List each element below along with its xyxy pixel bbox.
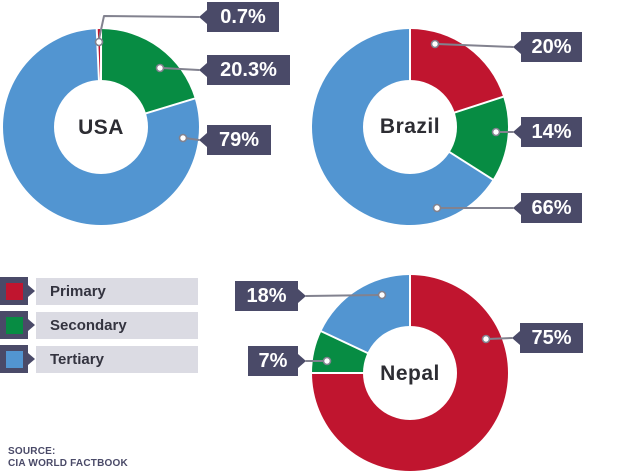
callout-usa-tertiary: 79% (199, 125, 271, 155)
callout-pointer-icon (512, 331, 520, 345)
legend-item-secondary: Secondary (0, 311, 198, 339)
legend-item-tertiary: Tertiary (0, 345, 198, 373)
legend: Primary Secondary Tertiary (0, 277, 198, 379)
callout-nepal-secondary: 7% (248, 346, 306, 376)
source-credit: SOURCE: CIA WORLD FACTBOOK (8, 446, 128, 470)
callout-pointer-icon (513, 201, 521, 215)
callout-pointer-icon (199, 10, 207, 24)
source-label: SOURCE: (8, 446, 56, 457)
green-square-icon (5, 316, 23, 334)
callout-value: 20% (531, 36, 572, 58)
source-name: CIA WORLD FACTBOOK (8, 458, 128, 469)
blue-square-icon (5, 350, 23, 368)
callout-nepal-primary: 75% (512, 323, 583, 353)
callout-pointer-icon (199, 63, 207, 77)
callout-value: 66% (531, 197, 572, 219)
callout-pointer-icon (513, 40, 521, 54)
legend-item-primary: Primary (0, 277, 198, 305)
callout-brazil-tertiary: 66% (513, 193, 582, 223)
callout-usa-secondary: 20.3% (199, 55, 290, 85)
callout-value: 0.7% (220, 6, 266, 28)
legend-swatch-frame (0, 345, 35, 373)
callout-value: 7% (258, 350, 288, 372)
red-square-icon (5, 282, 23, 300)
callout-value: 20.3% (220, 59, 277, 81)
nepal-center-label: Nepal (380, 362, 440, 385)
callout-value: 75% (531, 327, 572, 349)
legend-pointer-icon (28, 353, 35, 365)
legend-swatch-frame (0, 311, 35, 339)
callout-brazil-secondary: 14% (513, 117, 582, 147)
legend-swatch-frame (0, 277, 35, 305)
brazil-center-label: Brazil (379, 115, 441, 138)
callout-usa-primary: 0.7% (199, 2, 279, 32)
callout-value: 14% (531, 121, 572, 143)
callout-brazil-primary: 20% (513, 32, 582, 62)
callout-value: 18% (246, 285, 287, 307)
usa-center-label: USA (78, 116, 124, 139)
callout-nepal-tertiary: 18% (235, 281, 306, 311)
callout-pointer-icon (298, 354, 306, 368)
legend-pointer-icon (28, 319, 35, 331)
callout-value: 79% (218, 129, 260, 151)
legend-label: Secondary (36, 311, 198, 339)
callout-pointer-icon (513, 125, 521, 139)
callout-pointer-icon (298, 289, 306, 303)
legend-label: Tertiary (36, 345, 198, 373)
legend-label: Primary (36, 277, 198, 305)
callout-pointer-icon (199, 133, 207, 147)
legend-pointer-icon (28, 285, 35, 297)
